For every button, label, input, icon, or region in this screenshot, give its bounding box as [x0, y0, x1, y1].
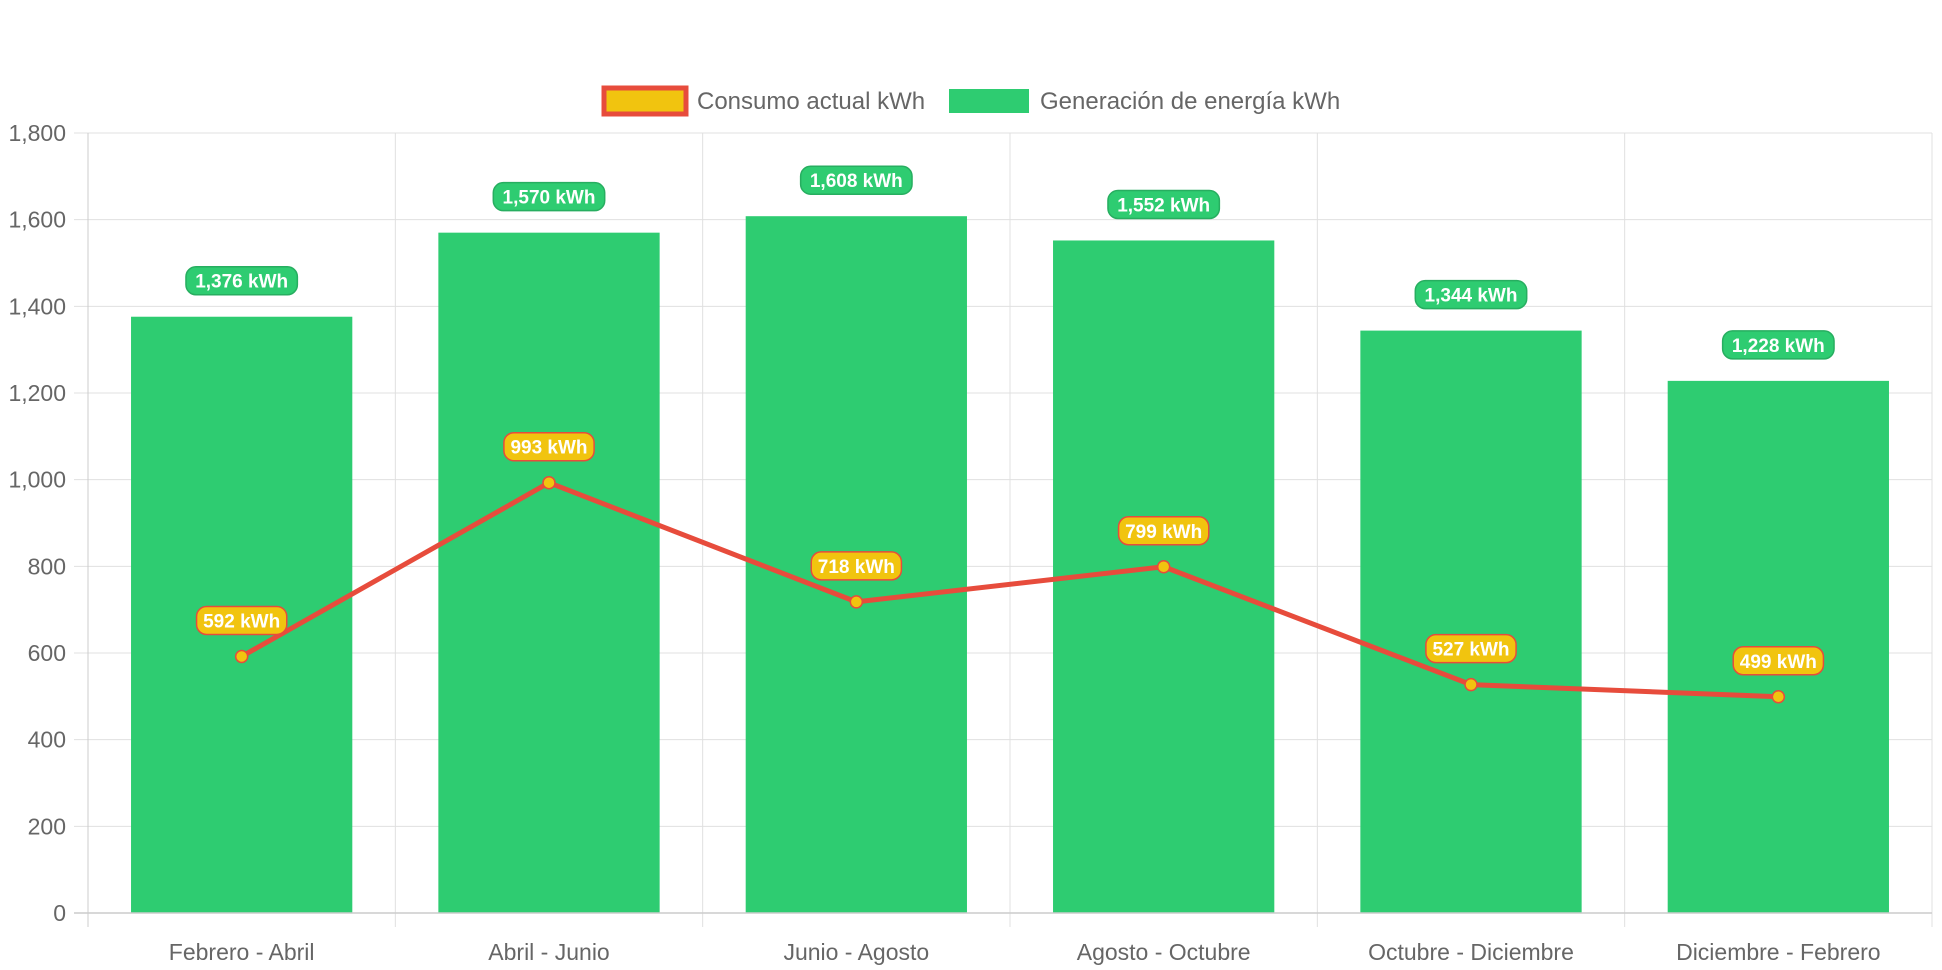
consumption-data-label-bg	[195, 605, 288, 636]
x-tick-label: Junio - Agosto	[783, 939, 929, 965]
grid	[74, 132, 1933, 927]
consumption-data-label: 993 kWh	[503, 431, 595, 462]
x-tick-label: Febrero - Abril	[169, 939, 315, 965]
generation-data-label-bg	[492, 181, 606, 212]
legend-item-generation[interactable]: Generación de energía kWh	[949, 88, 1340, 115]
generation-data-label-bg	[185, 265, 299, 296]
x-tick-label: Octubre - Diciembre	[1368, 939, 1574, 965]
x-tick-label: Diciembre - Febrero	[1676, 939, 1881, 965]
generation-data-label-text: 1,608 kWh	[810, 171, 903, 192]
generation-data-label-bg	[1721, 330, 1835, 360]
generation-data-label-text: 1,570 kWh	[503, 188, 596, 209]
consumption-point[interactable]	[1771, 690, 1786, 704]
consumption-data-label-text: 993 kWh	[510, 438, 587, 459]
consumption-line-layer	[234, 475, 1786, 704]
y-tick-label: 1,000	[8, 467, 66, 493]
consumption-data-label-bg	[503, 431, 595, 462]
y-tick-label: 200	[28, 813, 66, 839]
y-tick-label: 800	[28, 553, 66, 579]
consumption-line	[240, 480, 1779, 700]
y-tick-label: 1,200	[8, 380, 66, 406]
generation-data-label-bg	[1107, 189, 1221, 220]
legend-label-generation: Generación de energía kWh	[1040, 88, 1340, 115]
consumption-point[interactable]	[234, 649, 249, 664]
consumption-data-label: 799 kWh	[1117, 516, 1210, 546]
generation-bar[interactable]	[1360, 330, 1582, 914]
data-labels: 1,376 kWh 1,570 kWh 1,608 kWh 1,552 kWh 1,34…	[185, 165, 1835, 676]
consumption-data-label-text: 527 kWh	[1432, 640, 1509, 661]
consumption-data-label: 499 kWh	[1732, 646, 1825, 676]
generation-data-label-bg	[1414, 279, 1528, 310]
y-tick-label: 0	[53, 900, 66, 926]
generation-data-label-text: 1,376 kWh	[195, 272, 288, 293]
consumption-point[interactable]	[1156, 560, 1171, 574]
generation-data-label-text: 1,228 kWh	[1732, 336, 1825, 357]
consumption-data-label: 718 kWh	[810, 551, 903, 581]
legend-label-consumption: Consumo actual kWh	[697, 88, 925, 115]
generation-data-label: 1,570 kWh	[492, 181, 606, 212]
consumption-data-label-text: 799 kWh	[1125, 522, 1202, 543]
y-tick-label: 1,800	[8, 120, 66, 146]
consumption-point[interactable]	[1464, 677, 1478, 692]
y-tick-label: 600	[28, 640, 66, 666]
generation-data-label-bg	[799, 165, 913, 195]
x-tick-label: Abril - Junio	[488, 939, 609, 965]
consumption-point[interactable]	[542, 475, 556, 490]
legend-swatch-consumption	[601, 85, 689, 117]
y-tick-label: 1,400	[8, 293, 66, 319]
generation-data-label: 1,228 kWh	[1721, 330, 1835, 360]
consumption-data-label-text: 499 kWh	[1740, 652, 1817, 673]
generation-data-label: 1,344 kWh	[1414, 279, 1528, 310]
consumption-data-label-bg	[1425, 633, 1517, 664]
legend-item-consumption[interactable]: Consumo actual kWh	[601, 85, 925, 117]
consumption-data-label: 527 kWh	[1425, 633, 1517, 664]
legend-swatch-generation	[949, 89, 1029, 113]
axes: 0 200 400 600 800 1,000 1,200 1,400 1,600 1,800 Fe…	[8, 120, 1932, 965]
consumption-data-label-bg	[1732, 646, 1825, 676]
consumption-data-label-text: 718 kWh	[818, 557, 895, 578]
legend: Consumo actual kWh Generación de energía…	[601, 85, 1340, 117]
generation-data-label: 1,376 kWh	[185, 265, 299, 296]
generation-data-label: 1,552 kWh	[1107, 189, 1221, 220]
consumption-data-label-bg	[1117, 516, 1210, 546]
generation-data-label-text: 1,344 kWh	[1425, 286, 1518, 307]
generation-data-label: 1,608 kWh	[799, 165, 913, 195]
x-tick-label: Agosto - Octubre	[1077, 939, 1251, 965]
generation-bar[interactable]	[438, 232, 660, 913]
consumption-data-label-text: 592 kWh	[203, 611, 280, 632]
generation-data-label-text: 1,552 kWh	[1117, 195, 1210, 216]
consumption-data-label: 592 kWh	[195, 605, 288, 636]
consumption-point[interactable]	[849, 595, 864, 609]
consumption-data-label-bg	[810, 551, 903, 581]
y-tick-label: 1,600	[8, 207, 66, 233]
y-tick-label: 400	[28, 727, 66, 753]
